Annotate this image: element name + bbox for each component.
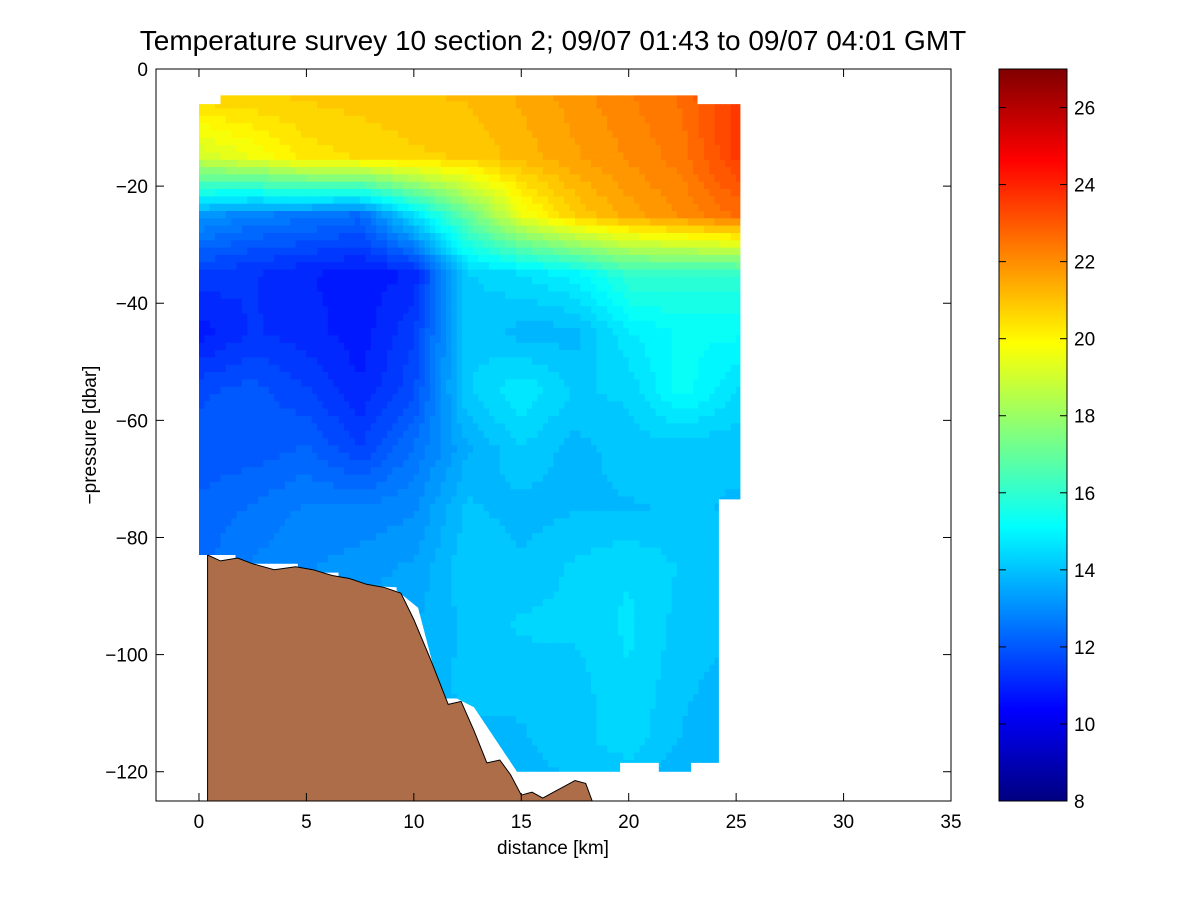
- seabed-outline: [207, 554, 593, 801]
- colorbar-tick-label: 12: [1074, 638, 1095, 659]
- y-tick-label: −60: [116, 411, 148, 432]
- y-tick-label: −20: [116, 177, 148, 198]
- colorbar-axis: 8 10 12 14 16 18 20 22 24 26: [999, 99, 1096, 813]
- colorbar-tick-label: 8: [1074, 792, 1085, 813]
- colorbar-tick-label: 26: [1074, 99, 1095, 120]
- colorbar: [998, 68, 1068, 802]
- seabed-layer: [207, 554, 593, 801]
- y-tick-label: −100: [105, 646, 148, 667]
- x-tick-label: 0: [194, 812, 205, 833]
- y-tick-label: −120: [105, 763, 148, 784]
- y-tick-label: 0: [137, 60, 148, 81]
- x-tick-label: 35: [940, 812, 961, 833]
- x-tick-label: 10: [403, 812, 424, 833]
- y-tick-label: −80: [116, 528, 148, 549]
- y-tick-label: −40: [116, 294, 148, 315]
- chart-title: Temperature survey 10 section 2; 09/07 0…: [140, 25, 967, 56]
- colorbar-tick-label: 24: [1074, 176, 1096, 197]
- x-axis: 0 5 10 15 20 25 30 35: [194, 69, 962, 833]
- colorbar-tick-label: 18: [1074, 407, 1095, 428]
- x-tick-label: 30: [833, 812, 854, 833]
- colorbar-tick-label: 14: [1074, 561, 1096, 582]
- x-tick-label: 20: [618, 812, 639, 833]
- y-axis-label: −pressure [dbar]: [80, 366, 101, 505]
- colorbar-tick-label: 20: [1074, 330, 1095, 351]
- x-axis-label: distance [km]: [497, 838, 609, 859]
- x-tick-label: 15: [511, 812, 532, 833]
- x-tick-label: 25: [726, 812, 747, 833]
- colorbar-tick-label: 10: [1074, 715, 1095, 736]
- plot-frame: [155, 68, 952, 802]
- seabed-fill: [207, 555, 593, 801]
- x-tick-label: 5: [301, 812, 312, 833]
- colorbar-tick-label: 22: [1074, 253, 1095, 274]
- colorbar-tick-label: 16: [1074, 484, 1095, 505]
- y-axis: 0 −20 −40 −60 −80 −100 −120: [105, 60, 951, 784]
